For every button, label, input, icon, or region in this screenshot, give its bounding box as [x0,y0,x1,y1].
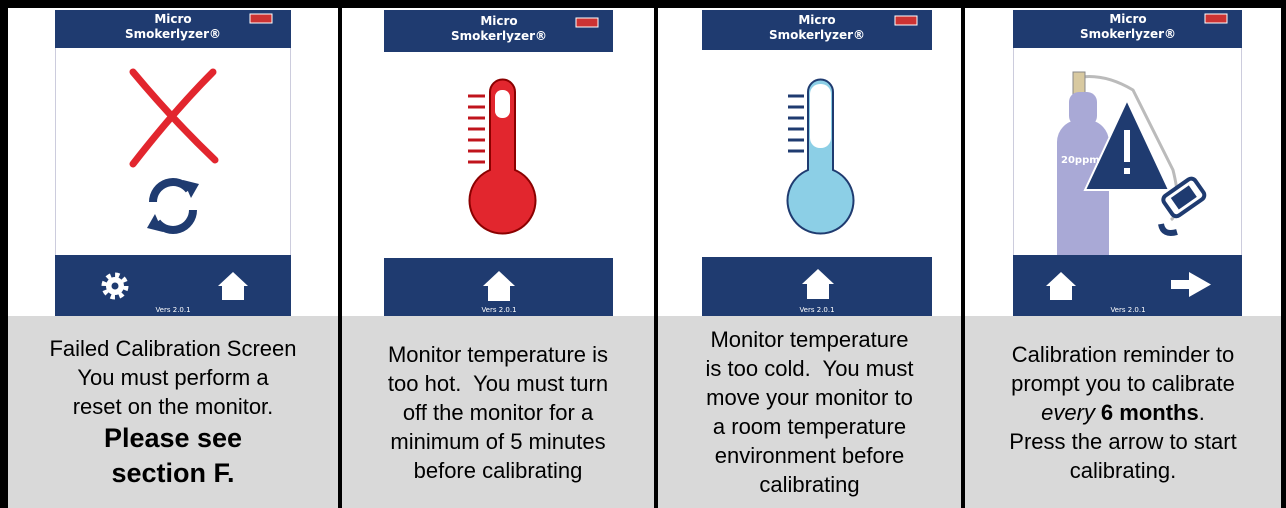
caption: Failed Calibration Screen You must perfor… [8,316,338,508]
caption-line: minimum of 5 minutes [390,427,605,456]
caption-text: move your monitor to [706,385,913,410]
caption-text: Failed Calibration Screen [49,336,296,361]
caption-line: Monitor temperature is [388,340,608,369]
caption-line: reset on the monitor. [73,392,274,421]
caption-line: is too cold. You must [706,354,914,383]
battery [250,14,272,23]
caption-line: a room temperature [713,412,906,441]
caption: Monitor temperature is too hot. You must … [342,316,654,508]
caption-text: every [1041,400,1095,425]
version: Vers 2.0.1 [155,306,190,314]
caption-line: Failed Calibration Screen [49,334,296,363]
caption-text: environment before [715,443,905,468]
caption-line: environment before [715,441,905,470]
caption-text: reset on the monitor. [73,394,274,419]
version: Vers 2.0.1 [481,306,516,314]
battery [576,18,598,27]
caption: Calibration reminder to prompt you to cal… [965,316,1281,508]
device-screen: Micro Smokerlyzer® 20ppm Vers 2.0.1 [1013,10,1242,316]
caption-line: Calibration reminder to [1012,340,1235,369]
brand: Smokerlyzer® [451,29,547,43]
caption-text: off the monitor for a [403,400,593,425]
cylinder-neck [1069,92,1097,126]
caption-text: calibrating [759,472,859,497]
caption-text: . [1199,400,1205,425]
scale-ticks [788,96,804,151]
caption-line: prompt you to calibrate [1011,369,1235,398]
brand: Smokerlyzer® [769,28,865,42]
page: Micro Smokerlyzer® Vers 2.0.1 Micro Smok… [0,0,1286,508]
warning-mark [1124,168,1130,174]
caption-text: calibrating. [1070,458,1176,483]
caption-text: Monitor temperature [710,327,908,352]
caption-line: Please see [104,421,242,456]
caption-text: Monitor temperature is [388,342,608,367]
caption-line: Press the arrow to start [1009,427,1236,456]
caption-line: calibrating [759,470,859,499]
caption-text: Press the arrow to start [1009,429,1236,454]
caption-text: too hot. You must turn [388,371,608,396]
caption-line: section F. [111,456,234,491]
brand: Micro [1109,12,1146,26]
caption-text: before calibrating [414,458,583,483]
caption-line: too hot. You must turn [388,369,608,398]
caption-text: Please see [104,423,242,453]
brand: Smokerlyzer® [1080,27,1176,41]
settings-icon [112,283,119,290]
warning-mark [1124,130,1130,162]
caption-text: prompt you to calibrate [1011,371,1235,396]
caption-text: section F. [111,458,234,488]
caption-line: before calibrating [414,456,583,485]
caption-line: Monitor temperature [710,325,908,354]
caption-line: calibrating. [1070,456,1176,485]
caption-text: You must perform a [77,365,268,390]
caption-text: minimum of 5 minutes [390,429,605,454]
version: Vers 2.0.1 [799,306,834,314]
thermometer-glass [810,84,831,148]
battery [895,16,917,25]
device-screen: Micro Smokerlyzer® Vers 2.0.1 [384,10,613,316]
device-screen: Micro Smokerlyzer® Vers 2.0.1 [702,10,932,316]
brand: Micro [480,14,517,28]
brand: Smokerlyzer® [125,27,221,41]
scale-ticks [468,96,485,162]
valve [1073,72,1085,94]
brand: Micro [798,13,835,27]
device-screen: Micro Smokerlyzer® Vers 2.0.1 [55,10,291,316]
cylinder-label: 20ppm [1061,155,1100,166]
thermometer-glass [495,90,510,118]
battery [1205,14,1227,23]
caption-text: 6 months [1101,400,1199,425]
caption: Monitor temperature is too cold. You must… [658,316,961,508]
version: Vers 2.0.1 [1110,306,1145,314]
caption-line: You must perform a [77,363,268,392]
caption-line: move your monitor to [706,383,913,412]
caption-text: a room temperature [713,414,906,439]
brand: Micro [154,12,191,26]
caption-text: is too cold. You must [706,356,914,381]
caption-line: off the monitor for a [403,398,593,427]
caption-text: Calibration reminder to [1012,342,1235,367]
